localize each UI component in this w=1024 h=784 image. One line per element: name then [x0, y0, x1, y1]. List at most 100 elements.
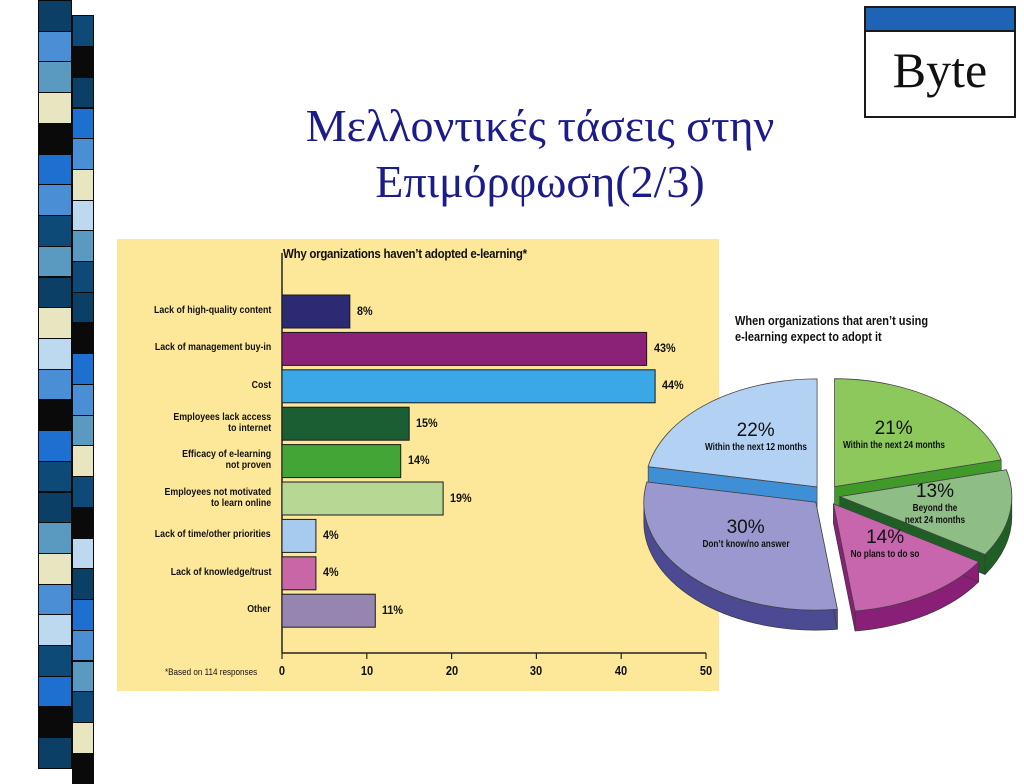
bar-value-label: 11%: [382, 602, 404, 617]
bar-value-label: 4%: [322, 527, 339, 542]
bar-value-label: 19%: [450, 490, 472, 505]
stripe-block: [38, 460, 72, 493]
x-tick-label: 40: [615, 663, 628, 678]
stripe-block: [72, 46, 94, 78]
pie-slice-label: 22% Within the next 12 months: [686, 420, 826, 454]
bar: [281, 369, 656, 404]
bar-category-label: Employees not motivated to learn online: [164, 487, 271, 509]
bar-category-label: Efficacy of e-learning not proven: [182, 449, 271, 471]
x-tick-label: 10: [360, 663, 373, 678]
bar-category-label-line: Employees not motivated: [164, 486, 271, 498]
slide-title: Μελλοντικές τάσεις στην Επιμόρφωση(2/3): [120, 98, 960, 210]
bar-category-label-line: Other: [247, 604, 271, 616]
stripe-block: [38, 122, 72, 155]
stripe-block: [72, 353, 94, 385]
stripe-block: [38, 706, 72, 739]
pie-title-line-2: e-learning expect to adopt it: [735, 330, 882, 344]
bar-category-label-line: Lack of time/other priorities: [155, 529, 271, 541]
bar-value-label: 43%: [653, 340, 676, 355]
pie-slice-label: 14% No plans to do so: [815, 527, 955, 561]
pie-slice-percent: 13%: [915, 481, 954, 503]
stripe-block: [38, 92, 72, 124]
stripe-block: [38, 307, 72, 339]
stripe-block: [72, 660, 94, 693]
pie-slice-caption: No plans to do so: [850, 549, 920, 561]
bar-category-label: Other: [248, 604, 271, 615]
pie-slice-percent: 21%: [874, 418, 913, 440]
bar: [281, 518, 317, 553]
x-tick-label: 0: [278, 663, 286, 678]
bar-category-label: Lack of knowledge/trust: [170, 567, 271, 578]
stripe-block: [72, 629, 94, 662]
stripe-block: [72, 752, 94, 784]
stripe-block: [72, 291, 94, 324]
pie-slice-wall: [833, 503, 856, 632]
pie-slice-label: 21% Within the next 24 months: [824, 418, 964, 452]
bar-category-label-line: to internet: [227, 422, 271, 434]
pie-slice-wall: [815, 502, 838, 630]
bar: [281, 593, 376, 628]
logo-text: Byte: [892, 42, 988, 98]
bar: [281, 556, 317, 591]
x-tick-label: 30: [530, 663, 543, 678]
decorative-stripe: [0, 0, 110, 784]
stripe-block: [72, 15, 94, 48]
stripe-block: [72, 568, 94, 600]
bar-category-label: Cost: [251, 380, 271, 391]
stripe-block: [72, 721, 94, 754]
pie-slice-caption: next 24 months: [904, 515, 966, 527]
stripe-block: [38, 645, 72, 677]
bar-category-label-line: Employees lack access: [173, 411, 271, 423]
pie-slice-percent: 22%: [736, 419, 775, 441]
stripe-block: [38, 368, 72, 401]
bar-category-label: Lack of management buy-in: [155, 342, 271, 353]
stripe-block: [38, 399, 72, 432]
stripe-block: [38, 614, 72, 647]
stripe-block: [72, 261, 94, 293]
x-tick-label: 20: [445, 663, 458, 678]
stripe-block: [72, 230, 94, 263]
bar-value-label: 44%: [662, 378, 684, 393]
bar-chart-footnote: *Based on 114 responses: [165, 667, 258, 677]
stripe-block: [38, 522, 72, 554]
stripe-block: [72, 169, 94, 201]
stripe-block: [72, 107, 94, 140]
pie-slice-percent: 14%: [866, 527, 905, 549]
stripe-block: [72, 506, 94, 539]
stripe-block: [72, 322, 94, 355]
stripe-block: [38, 61, 72, 94]
stripe-block: [38, 737, 72, 769]
byte-logo: Byte: [864, 6, 1016, 118]
bar: [281, 444, 402, 479]
bar: [281, 294, 351, 329]
bar-category-label-line: to learn online: [210, 497, 271, 509]
stripe-block: [38, 215, 72, 247]
bar-value-label: 8%: [356, 303, 373, 318]
stripe-block: [38, 0, 72, 32]
bar-chart: [281, 253, 707, 659]
stripe-block: [38, 583, 72, 616]
stripe-block: [38, 184, 72, 216]
pie-slice-percent: 30%: [726, 516, 765, 538]
bar: [281, 481, 444, 516]
pie-slice-caption: Within the next 12 months: [704, 441, 807, 453]
bar-value-label: 4%: [322, 565, 339, 580]
slide-title-line-2: Επιμόρφωση(2/3): [375, 156, 705, 207]
stripe-block: [38, 337, 72, 370]
logo-bar: [866, 8, 1014, 32]
stripe-block: [38, 675, 72, 708]
bar: [281, 406, 410, 441]
stripe-block: [38, 245, 72, 278]
bar-value-label: 15%: [416, 415, 438, 430]
stripe-block: [72, 691, 94, 723]
pie-slice-caption: Beyond the: [912, 503, 958, 515]
bar-category-label-line: Efficacy of e-learning: [181, 449, 271, 461]
bar-category-label-line: not proven: [225, 460, 271, 472]
bar-category-label-line: Cost: [251, 379, 271, 391]
stripe-block: [72, 76, 94, 109]
stripe-block: [72, 476, 94, 508]
bar-chart-panel: Why organizations haven’t adopted e-lear…: [117, 239, 719, 691]
x-tick-label: 50: [699, 663, 713, 678]
stripe-block: [72, 537, 94, 570]
stripe-block: [72, 445, 94, 478]
